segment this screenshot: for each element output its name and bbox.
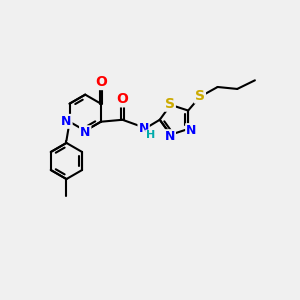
Text: O: O (95, 75, 107, 89)
Text: N: N (139, 122, 149, 135)
Text: N: N (80, 126, 90, 139)
Text: O: O (116, 92, 128, 106)
Text: N: N (186, 124, 196, 137)
Text: N: N (61, 115, 72, 128)
Text: S: S (165, 97, 175, 111)
Text: S: S (195, 88, 205, 103)
Text: N: N (165, 130, 175, 143)
Text: H: H (146, 130, 155, 140)
